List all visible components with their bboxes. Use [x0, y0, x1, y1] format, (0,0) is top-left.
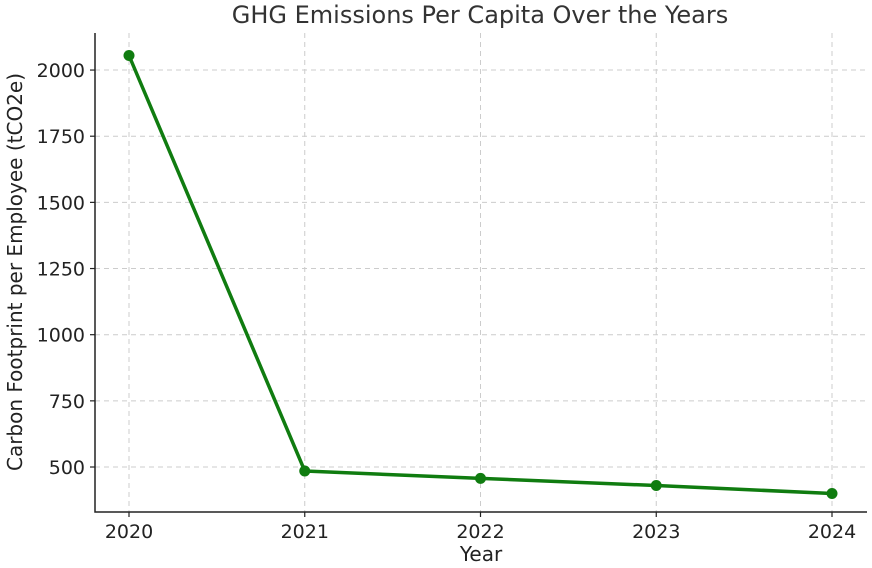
x-axis-label: Year: [459, 542, 503, 566]
x-tick-label: 2024: [808, 521, 856, 543]
data-point: [475, 472, 486, 484]
axes: [94, 33, 867, 513]
data-point: [826, 487, 838, 499]
data-point: [650, 480, 662, 492]
grid: [95, 33, 867, 512]
x-tick-label: 2021: [281, 521, 329, 543]
series: [123, 49, 838, 499]
chart-title: GHG Emissions Per Capita Over the Years: [232, 1, 728, 29]
y-axis-label: Carbon Footprint per Employee (tCO2e): [3, 73, 27, 471]
y-tick-label: 500: [49, 457, 85, 479]
x-tick-label: 2022: [456, 521, 504, 543]
y-tick-label: 1750: [37, 126, 85, 148]
y-tick-label: 2000: [37, 60, 85, 82]
y-tick-label: 1500: [37, 192, 85, 214]
y-tick-label: 1250: [37, 259, 85, 281]
x-tick-label: 2023: [632, 521, 680, 543]
y-axis-ticks: 500 750 1000 1250 1500 1750 2000: [37, 60, 95, 479]
x-axis-ticks: 2020 2021 2022 2023 2024: [105, 512, 856, 543]
x-tick-label: 2020: [105, 521, 153, 543]
y-tick-label: 750: [49, 391, 85, 413]
series-line: [127, 53, 834, 496]
axis-spines: [94, 33, 867, 513]
y-tick-label: 1000: [37, 325, 85, 347]
data-point: [123, 49, 135, 61]
data-point: [299, 465, 311, 477]
